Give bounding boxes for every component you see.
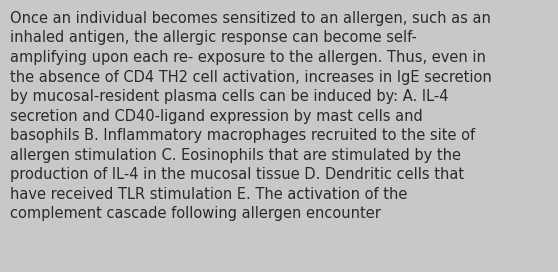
Text: Once an individual becomes sensitized to an allergen, such as an
inhaled antigen: Once an individual becomes sensitized to… — [10, 11, 492, 221]
